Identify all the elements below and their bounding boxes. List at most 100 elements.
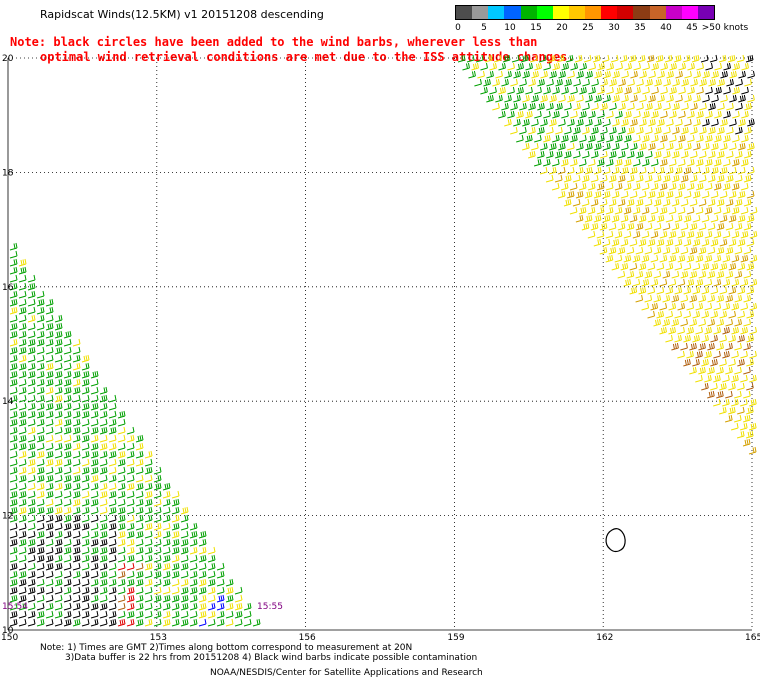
wind-barb	[638, 262, 647, 271]
wind-barb	[480, 86, 488, 95]
wind-barb	[9, 282, 18, 291]
wind-barb	[36, 506, 45, 515]
wind-barb	[590, 222, 599, 231]
wind-barb	[99, 474, 108, 483]
wind-barb	[641, 278, 650, 287]
wind-barb	[665, 214, 674, 223]
wind-barb	[99, 538, 108, 547]
wind-barb	[662, 222, 671, 231]
wind-barb	[743, 246, 752, 255]
wind-barb	[525, 110, 533, 119]
wind-barb	[534, 110, 542, 119]
wind-barb	[552, 134, 560, 143]
wind-barb	[563, 198, 572, 207]
wind-barb	[18, 458, 27, 467]
wind-barb	[72, 562, 81, 571]
wind-barb	[608, 222, 617, 231]
wind-barb	[731, 278, 740, 287]
wind-barb	[651, 110, 659, 119]
wind-barb	[45, 466, 54, 475]
wind-barb	[632, 254, 641, 263]
wind-barb	[689, 174, 698, 183]
legend-swatch	[585, 6, 602, 19]
wind-barb	[588, 134, 596, 143]
time-label-right: 15:55	[257, 602, 283, 612]
wind-barb	[655, 54, 664, 63]
wind-barb	[27, 410, 36, 419]
wind-barb	[743, 342, 751, 351]
wind-barb	[72, 554, 81, 563]
wind-barb	[745, 54, 754, 63]
wind-barb	[63, 498, 72, 507]
wind-barb	[36, 578, 45, 587]
wind-barb	[611, 166, 620, 175]
wind-barb	[492, 102, 500, 111]
wind-barb	[737, 262, 746, 271]
wind-barb	[564, 78, 572, 87]
wind-barb	[638, 214, 647, 223]
wind-barb	[90, 522, 99, 531]
wind-barb	[588, 62, 596, 71]
wind-barb	[45, 402, 54, 411]
wind-barb	[189, 594, 198, 603]
wind-barb	[641, 302, 650, 311]
wind-barb	[717, 78, 725, 87]
wind-barb	[63, 594, 72, 603]
wind-barb	[198, 586, 207, 595]
wind-barb	[728, 382, 736, 391]
wind-barb	[516, 62, 524, 71]
wind-barb	[126, 458, 135, 467]
wind-barb	[650, 278, 659, 287]
wind-barb	[216, 618, 225, 627]
wind-barb	[732, 110, 740, 119]
wind-barb	[180, 506, 189, 515]
wind-barb	[642, 62, 650, 71]
wind-barb	[585, 118, 593, 127]
wind-barb	[144, 506, 153, 515]
wind-barb	[18, 562, 27, 571]
wind-barb	[117, 578, 126, 587]
wind-barb	[18, 354, 27, 363]
wind-barb	[486, 94, 494, 103]
wind-barb	[90, 506, 99, 515]
wind-barb	[678, 110, 686, 119]
wind-barb	[108, 602, 117, 611]
wind-barb	[180, 570, 189, 579]
wind-barb	[707, 174, 716, 183]
wind-barb	[54, 538, 63, 547]
wind-barb	[650, 230, 659, 239]
wind-barb	[749, 254, 758, 263]
wind-barb	[734, 366, 742, 375]
wind-barb	[734, 222, 743, 231]
wind-barb	[63, 426, 72, 435]
wind-barb	[36, 330, 45, 339]
wind-barb	[63, 410, 72, 419]
wind-barb	[644, 150, 653, 159]
wind-barb	[626, 150, 635, 159]
wind-barb	[746, 334, 754, 343]
map-grid	[7, 57, 753, 631]
wind-barb	[9, 586, 18, 595]
wind-barb	[713, 278, 722, 287]
wind-barb	[81, 522, 90, 531]
wind-barb	[90, 386, 99, 395]
wind-barb	[734, 390, 742, 399]
wind-barb	[680, 318, 688, 327]
wind-barb	[677, 278, 686, 287]
wind-barb	[612, 70, 620, 79]
wind-barb	[590, 150, 599, 159]
wind-barb	[135, 434, 144, 443]
wind-barb	[54, 402, 63, 411]
wind-barb	[602, 214, 611, 223]
wind-barb	[171, 538, 180, 547]
wind-barb	[701, 286, 710, 295]
wind-barb	[602, 166, 611, 175]
wind-barb	[36, 514, 45, 523]
wind-barb	[27, 298, 36, 307]
wind-barb	[726, 126, 734, 135]
wind-barb	[27, 330, 36, 339]
wind-barb	[135, 506, 144, 515]
contamination-circle	[605, 528, 626, 553]
wind-barb	[645, 126, 653, 135]
wind-barb	[668, 326, 676, 335]
